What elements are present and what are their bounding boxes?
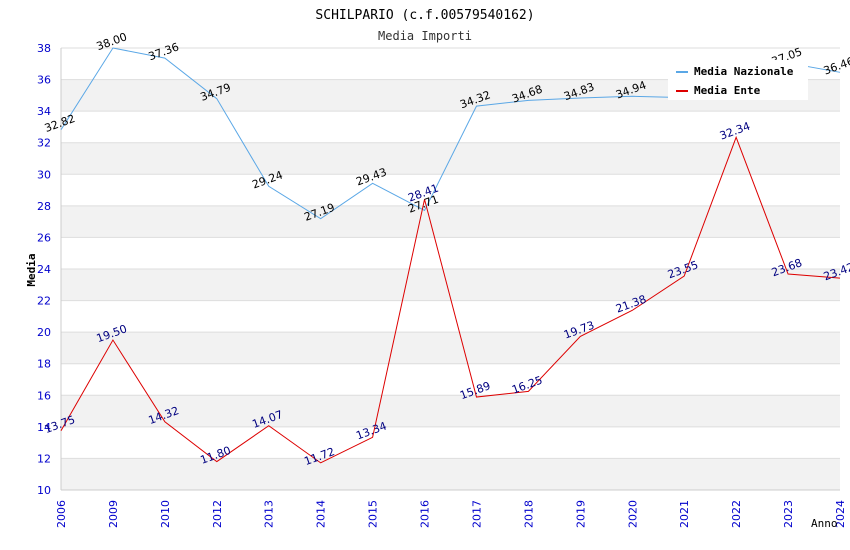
y-tick-label: 30 bbox=[37, 168, 51, 181]
y-tick-label: 16 bbox=[37, 389, 51, 402]
x-axis-label: Anno bbox=[811, 517, 838, 530]
y-axis-label: Media bbox=[25, 253, 38, 286]
legend: Media Nazionale Media Ente bbox=[668, 60, 808, 100]
legend-background bbox=[668, 60, 808, 100]
grid-band bbox=[61, 300, 840, 333]
chart-title: SCHILPARIO (c.f.00579540162) bbox=[315, 8, 534, 23]
y-tick-label: 22 bbox=[37, 295, 51, 308]
y-tick-label: 34 bbox=[37, 105, 51, 118]
y-tick-label: 38 bbox=[37, 42, 51, 55]
x-tick-label: 2019 bbox=[574, 500, 587, 528]
y-tick-label: 28 bbox=[37, 200, 51, 213]
legend-label-media-nazionale: Media Nazionale bbox=[694, 65, 794, 78]
y-tick-label: 26 bbox=[37, 231, 51, 244]
legend-label-media-ente: Media Ente bbox=[694, 84, 761, 97]
chart-subtitle: Media Importi bbox=[378, 29, 472, 43]
grid-band bbox=[61, 426, 840, 459]
x-tick-label: 2017 bbox=[470, 500, 483, 528]
x-tick-labels: 2006 2009 2010 2012 2013 2014 2015 2016 2017 2018… bbox=[55, 500, 847, 528]
grid-bands bbox=[61, 48, 840, 490]
grid-band bbox=[61, 332, 840, 364]
y-tick-label: 14 bbox=[37, 421, 51, 434]
grid-lines bbox=[61, 47, 840, 491]
x-tick-label: 2006 bbox=[55, 500, 68, 528]
y-tick-labels: 10 12 14 16 18 20 22 24 26 28 30 32 34 36 38 bbox=[37, 42, 51, 497]
x-tick-label: 2009 bbox=[107, 500, 120, 528]
x-tick-label: 2010 bbox=[159, 500, 172, 528]
x-tick-label: 2024 bbox=[834, 500, 847, 528]
y-tick-label: 10 bbox=[37, 484, 51, 497]
series-line-media-ente bbox=[60, 135, 841, 464]
x-tick-label: 2016 bbox=[419, 500, 432, 528]
y-tick-label: 24 bbox=[37, 263, 51, 276]
x-tick-label: 2012 bbox=[211, 500, 224, 528]
grid-band bbox=[61, 174, 840, 206]
x-tick-label: 2018 bbox=[522, 500, 535, 528]
grid-band bbox=[61, 363, 840, 396]
x-tick-label: 2023 bbox=[782, 500, 795, 528]
grid-band bbox=[61, 205, 840, 238]
grid-band bbox=[61, 111, 840, 143]
x-tick-label: 2015 bbox=[367, 500, 380, 528]
x-tick-label: 2021 bbox=[678, 500, 691, 528]
x-tick-label: 2014 bbox=[315, 500, 328, 528]
grid-band bbox=[61, 237, 840, 269]
y-tick-label: 36 bbox=[37, 74, 51, 87]
y-tick-label: 18 bbox=[37, 358, 51, 371]
y-tick-label: 20 bbox=[37, 326, 51, 339]
grid-band bbox=[61, 269, 840, 301]
x-tick-label: 2022 bbox=[730, 500, 743, 528]
x-tick-label: 2013 bbox=[263, 500, 276, 528]
y-tick-label: 32 bbox=[37, 137, 51, 150]
grid-band bbox=[61, 458, 840, 490]
x-tick-label: 2020 bbox=[626, 500, 639, 528]
y-tick-label: 12 bbox=[37, 452, 51, 465]
grid-band bbox=[61, 395, 840, 427]
